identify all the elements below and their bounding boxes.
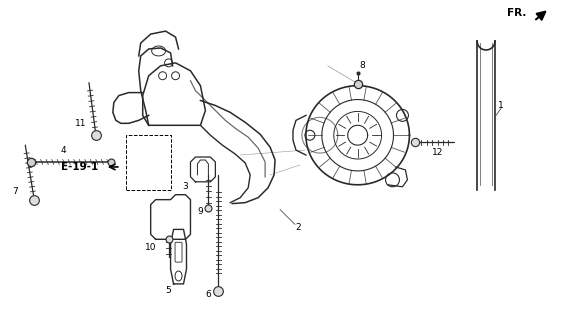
Text: 3: 3: [183, 182, 188, 191]
Text: 4: 4: [60, 146, 66, 155]
Text: 6: 6: [205, 290, 211, 299]
Text: FR.: FR.: [508, 8, 527, 18]
Text: 2: 2: [295, 223, 301, 232]
Text: 12: 12: [432, 148, 443, 156]
Text: E-19-1: E-19-1: [61, 162, 99, 172]
Text: 8: 8: [360, 61, 365, 70]
Text: 11: 11: [75, 119, 87, 128]
Text: 5: 5: [166, 286, 172, 295]
Text: 1: 1: [498, 101, 504, 110]
Text: 7: 7: [12, 187, 18, 196]
Text: 9: 9: [198, 207, 204, 216]
Bar: [126, 135, 171, 190]
Text: 10: 10: [145, 243, 157, 252]
